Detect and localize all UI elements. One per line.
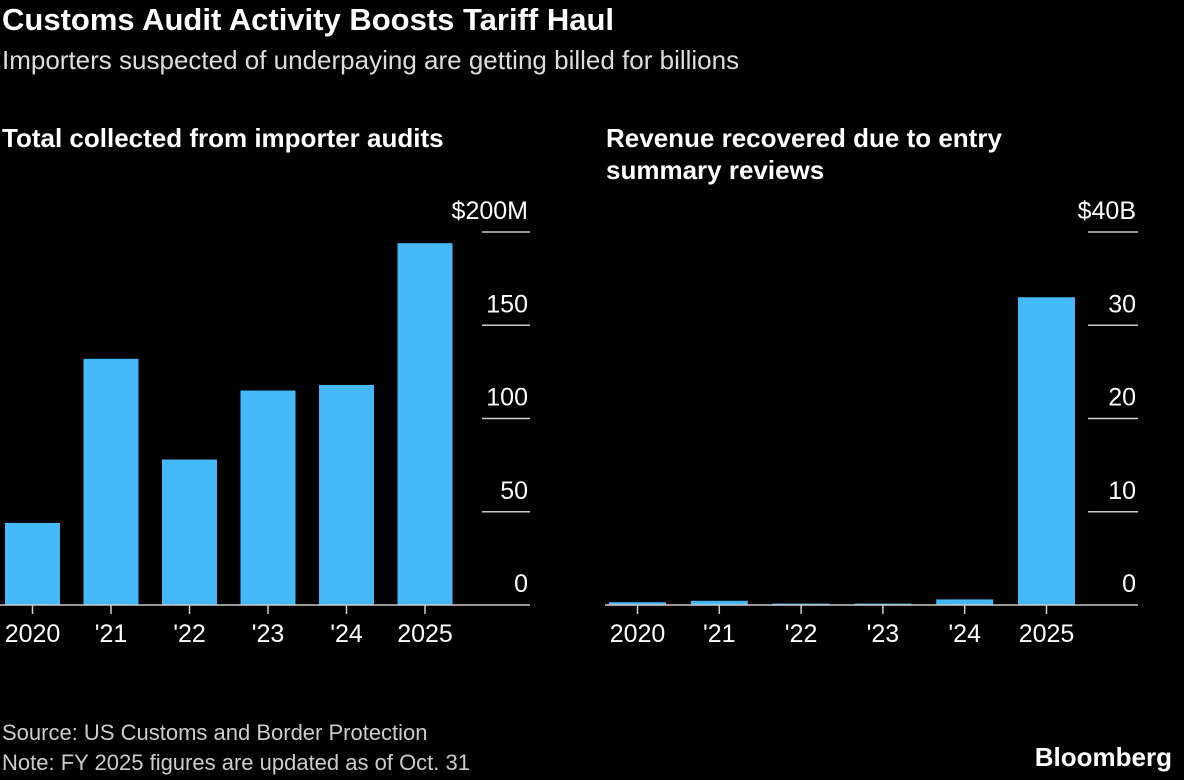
bar-2020: [609, 602, 666, 605]
x-tick-label: '23: [867, 620, 900, 648]
y-tick-label: 10: [1108, 477, 1136, 505]
x-tick-label: 2025: [397, 620, 453, 648]
footnote: Note: FY 2025 figures are updated as of …: [2, 750, 470, 775]
y-tick-label: 100: [486, 384, 528, 412]
bar-2025: [397, 243, 453, 605]
right-chart-title: Revenue recovered due to entry summary r…: [606, 123, 1002, 185]
bar-2025: [1018, 297, 1075, 605]
y-tick-label: 150: [486, 290, 528, 318]
bar-'24: [936, 599, 994, 605]
x-tick-label: '22: [173, 620, 206, 648]
x-tick-label: 2020: [5, 620, 61, 648]
y-tick-label: 0: [1122, 570, 1136, 598]
bloomberg-logo: Bloomberg: [1034, 742, 1172, 772]
x-tick-label: '22: [785, 620, 818, 648]
bar-'23: [240, 390, 296, 605]
chart-subtitle: Importers suspected of underpaying are g…: [2, 45, 740, 75]
y-tick-label: $200M: [452, 197, 528, 225]
y-tick-label: 50: [500, 477, 528, 505]
y-tick-label: 20: [1108, 384, 1136, 412]
y-tick-label: 30: [1108, 290, 1136, 318]
source-note: Source: US Customs and Border Protection: [2, 720, 428, 745]
x-tick-label: 2020: [610, 620, 666, 648]
bar-2020: [5, 522, 60, 605]
bar-'24: [319, 384, 374, 605]
x-tick-label: '24: [330, 620, 363, 648]
x-tick-label: 2025: [1019, 620, 1075, 648]
y-tick-label: 0: [514, 570, 528, 598]
bar-'21: [690, 600, 748, 605]
x-tick-label: '23: [252, 620, 285, 648]
x-tick-label: '24: [948, 620, 981, 648]
bar-'21: [83, 358, 139, 605]
charts-svg: 0 50 100 150 $200M 2020 '21 '22 '23 '24 2025 0 10 20 3…: [0, 197, 1138, 648]
y-tick-label: $40B: [1078, 197, 1136, 225]
chart-title: Customs Audit Activity Boosts Tariff Hau…: [2, 2, 615, 37]
x-tick-label: '21: [95, 620, 128, 648]
bar-'22: [162, 459, 217, 605]
left-chart-title: Total collected from importer audits: [2, 123, 444, 153]
x-tick-label: '21: [703, 620, 736, 648]
